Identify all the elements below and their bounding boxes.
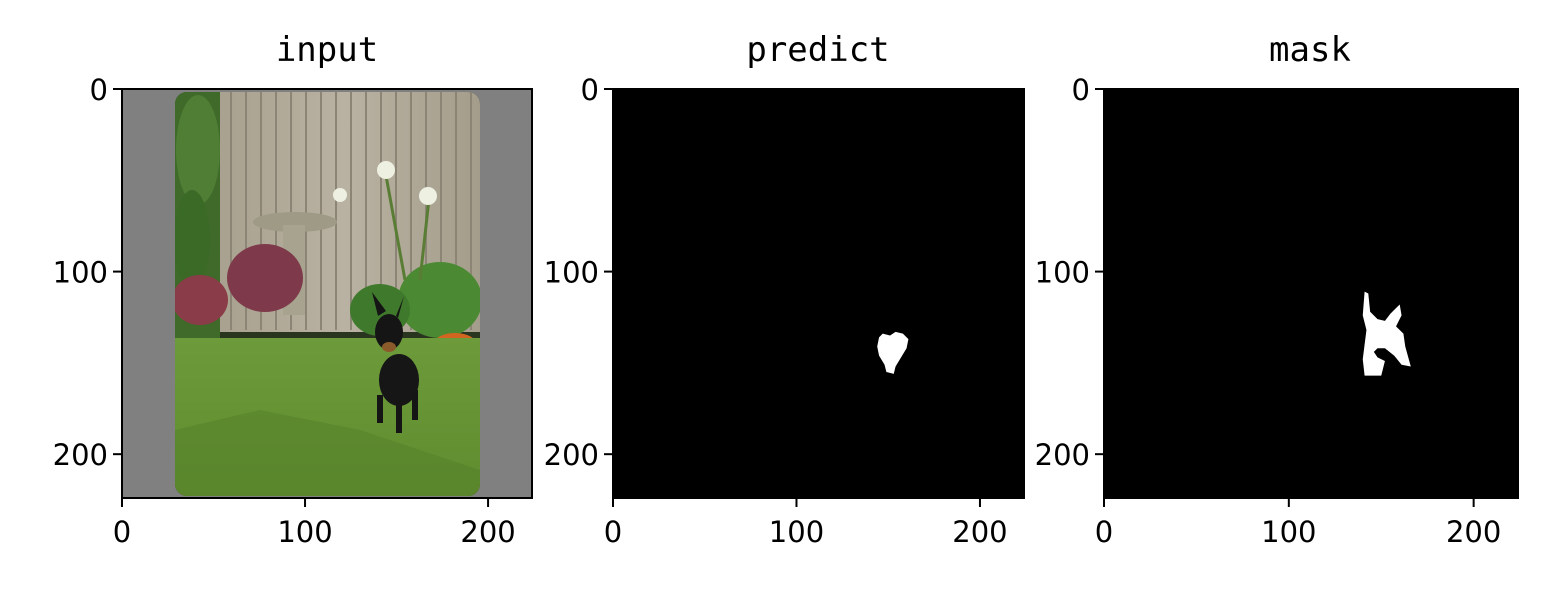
axes-frame	[1103, 88, 1519, 499]
x-tick-label: 200	[1446, 515, 1501, 549]
x-tick-label: 100	[1261, 515, 1316, 549]
y-tick-label: 0	[90, 73, 108, 107]
mask-region	[877, 331, 909, 374]
x-tick-label: 0	[113, 515, 131, 549]
mask-background	[1104, 89, 1518, 498]
panel-input: input	[53, 30, 533, 549]
panel-title-predict: predict	[746, 30, 889, 70]
y-tick-label: 200	[1035, 438, 1090, 472]
x-tick-label: 200	[952, 515, 1007, 549]
x-tick-label: 100	[277, 515, 332, 549]
y-tick-label: 200	[544, 438, 599, 472]
x-tick-label: 0	[1095, 515, 1113, 549]
panel-title-input: input	[276, 30, 378, 70]
mask-background	[613, 89, 1024, 498]
mask-region	[1362, 291, 1411, 376]
y-tick-label: 0	[581, 73, 599, 107]
y-tick-label: 100	[1035, 256, 1090, 290]
x-tick-label: 100	[769, 515, 824, 549]
x-tick-label: 200	[460, 515, 515, 549]
y-tick-label: 200	[53, 438, 108, 472]
panel-title-mask: mask	[1269, 30, 1351, 70]
panel-predict: predict 0 100 200 0 100 200	[544, 30, 1025, 549]
axes-frame	[121, 88, 533, 499]
dog-in-garden-photo	[175, 92, 480, 496]
y-tick-label: 0	[1072, 73, 1090, 107]
x-tick-label: 0	[604, 515, 622, 549]
panel-mask: mask 0 100 200 0 100 200	[1035, 30, 1519, 549]
y-tick-label: 100	[544, 256, 599, 290]
axes-frame	[612, 88, 1025, 499]
dog	[372, 292, 419, 433]
y-tick-label: 100	[53, 256, 108, 290]
